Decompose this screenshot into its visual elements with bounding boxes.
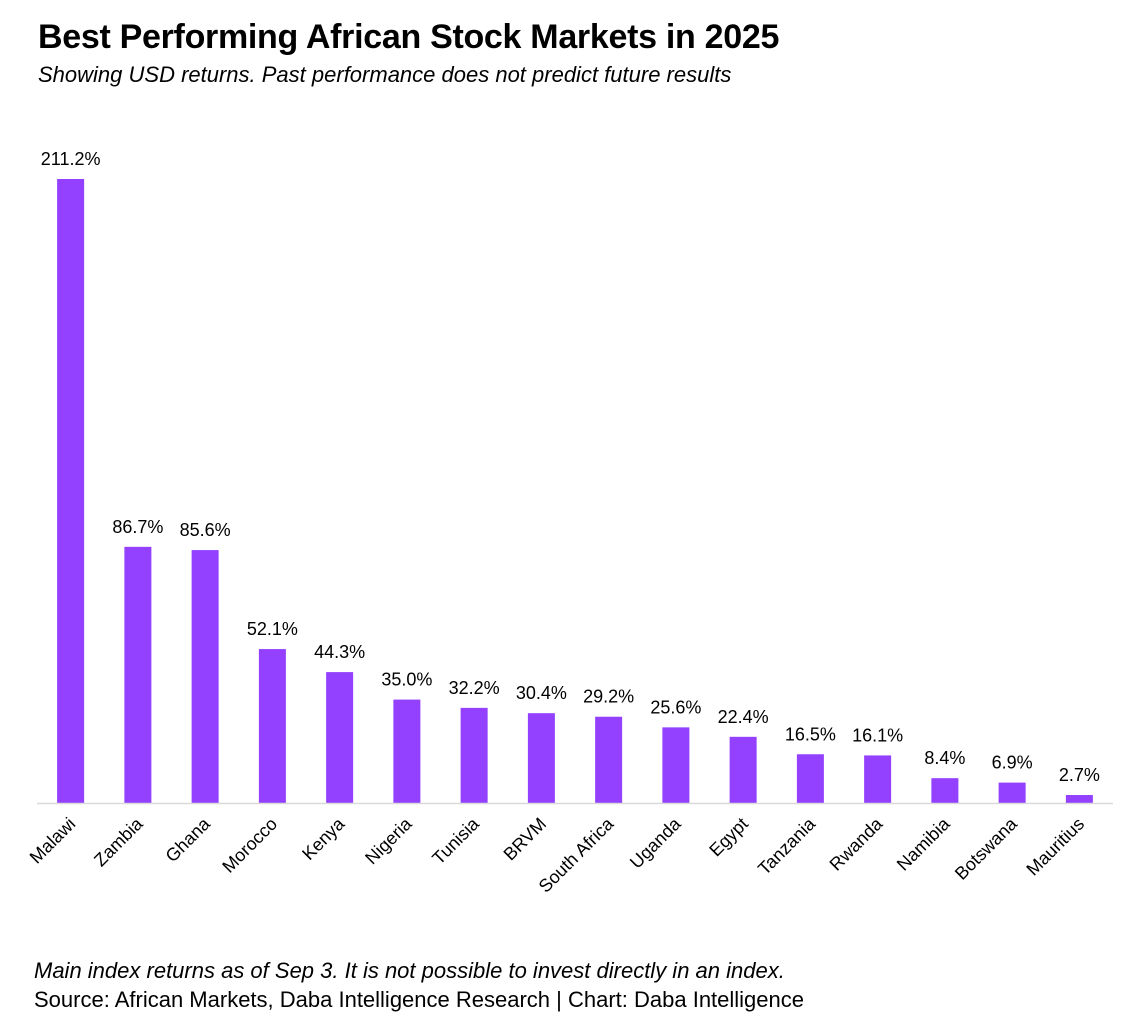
data-label: 86.7% (112, 517, 163, 537)
data-label: 25.6% (650, 697, 701, 717)
x-tick-label: Morocco (218, 814, 281, 877)
data-label: 85.6% (180, 520, 231, 540)
bar-mauritius (1065, 795, 1093, 803)
data-label: 22.4% (718, 707, 769, 727)
x-tick-label: Botswana (951, 813, 1022, 884)
x-tick-label: BRVM (500, 814, 551, 865)
x-tick-label: Kenya (298, 813, 349, 864)
x-tick-label: Egypt (705, 814, 752, 861)
data-label: 32.2% (449, 678, 500, 698)
bar-tunisia (460, 707, 488, 803)
x-tick-label: Ghana (162, 813, 215, 866)
data-label: 16.1% (852, 725, 903, 745)
source-credit: Source: African Markets, Daba Intelligen… (34, 987, 804, 1012)
data-label: 35.0% (381, 670, 432, 690)
bar-chart: 211.2% Malawi 86.7% Zambia 85.6% Ghana 52.1% Mo… (26, 149, 1113, 896)
bar-uganda (662, 727, 690, 803)
x-tick-label: Zambia (90, 813, 147, 870)
bar-brvm (527, 713, 555, 803)
x-tick-label: Tanzania (754, 813, 820, 879)
bar-ghana (191, 550, 219, 803)
x-tick-label: Tunisia (428, 813, 483, 868)
data-label: 29.2% (583, 687, 634, 707)
data-label: 52.1% (247, 619, 298, 639)
x-tick-label: Malawi (26, 814, 80, 868)
bar-egypt (729, 736, 757, 803)
data-label: 30.4% (516, 683, 567, 703)
footnote: Main index returns as of Sep 3. It is no… (34, 958, 785, 983)
data-label: 211.2% (41, 149, 101, 169)
x-tick-label: Rwanda (826, 813, 888, 875)
data-label: 44.3% (314, 642, 365, 662)
bar-kenya (326, 672, 354, 803)
bar-south-africa (595, 716, 623, 803)
data-label: 6.9% (992, 753, 1033, 773)
data-label: 2.7% (1059, 765, 1100, 785)
bar-morocco (258, 649, 286, 803)
x-tick-label: Mauritius (1022, 814, 1088, 880)
bar-malawi (57, 179, 85, 803)
data-label: 16.5% (785, 724, 836, 744)
bar-rwanda (864, 755, 892, 803)
data-label: 8.4% (924, 748, 965, 768)
bar-nigeria (393, 699, 421, 803)
chart-subtitle: Showing USD returns. Past performance do… (38, 62, 732, 87)
bar-botswana (998, 782, 1026, 803)
bar-zambia (124, 546, 152, 803)
x-tick-label: Nigeria (361, 813, 416, 868)
bar-namibia (931, 778, 959, 803)
x-tick-label: Uganda (626, 813, 685, 872)
x-tick-label: Namibia (893, 813, 955, 875)
bar-tanzania (796, 754, 824, 803)
chart-title: Best Performing African Stock Markets in… (38, 18, 780, 56)
